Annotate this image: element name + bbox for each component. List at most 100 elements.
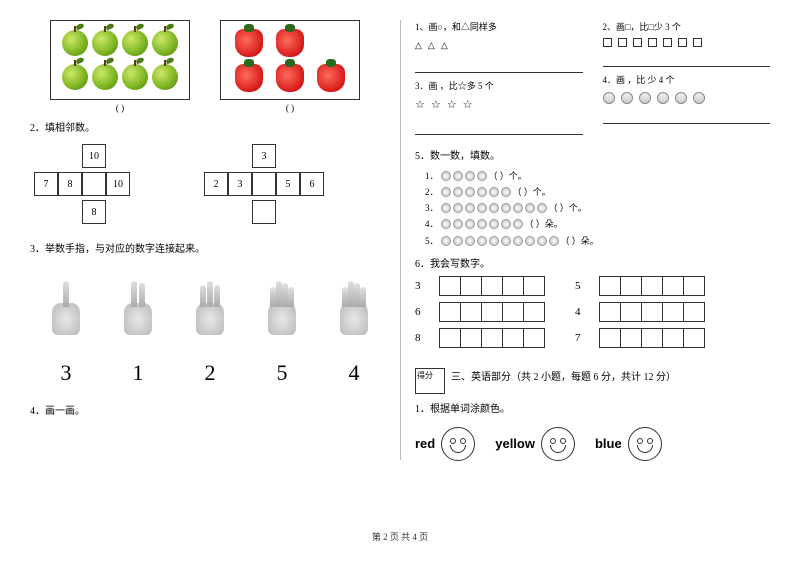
peppers-box: [220, 20, 360, 100]
apple-icon: [62, 64, 88, 90]
pepper-icon: [276, 64, 304, 92]
write-num: 7: [575, 332, 591, 344]
pepper-icon: [235, 29, 263, 57]
score-label: 得分: [417, 371, 433, 380]
paren-label: ( ): [116, 103, 124, 113]
smileys-row: red yellow blue: [415, 427, 770, 461]
cross-cell: 10: [82, 144, 106, 168]
count-line: 2．（ ）个。: [425, 184, 770, 200]
hand-icon: [118, 275, 158, 335]
mini-icon: [477, 187, 487, 197]
mini-icon: [441, 203, 451, 213]
color-label: blue: [595, 436, 622, 451]
circle-icon: [639, 92, 651, 104]
cross-cell: 5: [276, 172, 300, 196]
color-label: yellow: [495, 436, 535, 451]
star-icon: ☆: [447, 97, 457, 115]
mini-icon: [525, 203, 535, 213]
mini-icon: [537, 203, 547, 213]
rq4-label: 4．画 ，比 少 4 个: [603, 73, 771, 87]
apple-icon: [152, 30, 178, 56]
suffix: （ ）个。: [549, 200, 587, 216]
apple-icon: [62, 30, 88, 56]
answer-line: [415, 123, 583, 135]
mini-icon: [477, 236, 487, 246]
suffix: （ ）朵。: [525, 216, 563, 232]
count-line: 3．（ ）个。: [425, 200, 770, 216]
mini-icon: [489, 236, 499, 246]
peppers-container: ( ): [220, 20, 360, 113]
answer-line: [415, 61, 583, 73]
cross-cell: 2: [204, 172, 228, 196]
pepper-icon: [317, 64, 345, 92]
color-label: red: [415, 436, 435, 451]
number: 3: [61, 360, 72, 386]
q2-label: 2．填相邻数。: [30, 119, 390, 134]
apples-container: ( ): [50, 20, 190, 113]
apple-icon: [152, 64, 178, 90]
right-top-questions: 1、画○，和△同样多 △ △ △ 3．画 ，比☆多 5 个 ☆ ☆ ☆ ☆ 2、…: [415, 20, 770, 141]
mini-icon: [477, 219, 487, 229]
mini-icon: [501, 187, 511, 197]
suffix: （ ）个。: [489, 168, 527, 184]
apple-icon: [92, 30, 118, 56]
cross-cell: 6: [300, 172, 324, 196]
smiley-group: yellow: [495, 427, 575, 461]
grid-box: [439, 302, 545, 322]
cross-2: 3 2 3 5 6: [200, 144, 330, 224]
write-num: 8: [415, 332, 431, 344]
mini-icon: [465, 219, 475, 229]
mini-icon: [501, 236, 511, 246]
mini-icon: [501, 203, 511, 213]
cross-cell: 3: [252, 144, 276, 168]
smiley-group: red: [415, 427, 475, 461]
grid-box: [599, 276, 705, 296]
mini-icon: [453, 187, 463, 197]
mini-icon: [537, 236, 547, 246]
triangle-icon: △: [415, 38, 422, 52]
section-3-title: 三、英语部分（共 2 小题，每题 6 分，共计 12 分）: [451, 368, 676, 383]
cross-cell: 3: [228, 172, 252, 196]
mini-icon: [453, 219, 463, 229]
mini-icon: [465, 203, 475, 213]
circle-icon: [621, 92, 633, 104]
squares: [603, 38, 771, 47]
mini-icon: [453, 203, 463, 213]
mini-icon: [465, 187, 475, 197]
mini-icon: [513, 219, 523, 229]
count-line: 4．（ ）朵。: [425, 216, 770, 232]
page-footer: 第 2 页 共 4 页: [0, 530, 800, 543]
cross-cell: 8: [58, 172, 82, 196]
circle-icon: [675, 92, 687, 104]
smiley-icon: [541, 427, 575, 461]
smiley-icon: [441, 427, 475, 461]
triangle-icon: △: [428, 38, 435, 52]
q4-label: 4．画一画。: [30, 402, 390, 417]
mini-icon: [441, 236, 451, 246]
cross-cell: [252, 200, 276, 224]
answer-line: [603, 112, 771, 124]
smiley-icon: [628, 427, 662, 461]
square-icon: [618, 38, 627, 47]
triangle-icon: △: [441, 38, 448, 52]
mini-icon: [441, 171, 451, 181]
idx: 1．: [425, 168, 439, 184]
circle-icon: [693, 92, 705, 104]
mini-icon: [525, 236, 535, 246]
score-box: 得分: [415, 368, 445, 394]
square-icon: [678, 38, 687, 47]
circle-icon: [603, 92, 615, 104]
star-icon: ☆: [415, 97, 425, 115]
star-icon: ☆: [463, 97, 473, 115]
stars: ☆ ☆ ☆ ☆: [415, 97, 583, 115]
left-column: ( ) ( ) 2．填相邻数。 10 7: [30, 20, 400, 520]
square-icon: [603, 38, 612, 47]
rq1-label: 1、画○，和△同样多: [415, 20, 583, 34]
mini-icon: [453, 236, 463, 246]
write-num: 6: [415, 306, 431, 318]
cross-1: 10 7 8 10 8: [30, 144, 160, 224]
mini-icon: [489, 203, 499, 213]
cross-cell: 10: [106, 172, 130, 196]
mini-icon: [501, 219, 511, 229]
write-num: 3: [415, 280, 431, 292]
